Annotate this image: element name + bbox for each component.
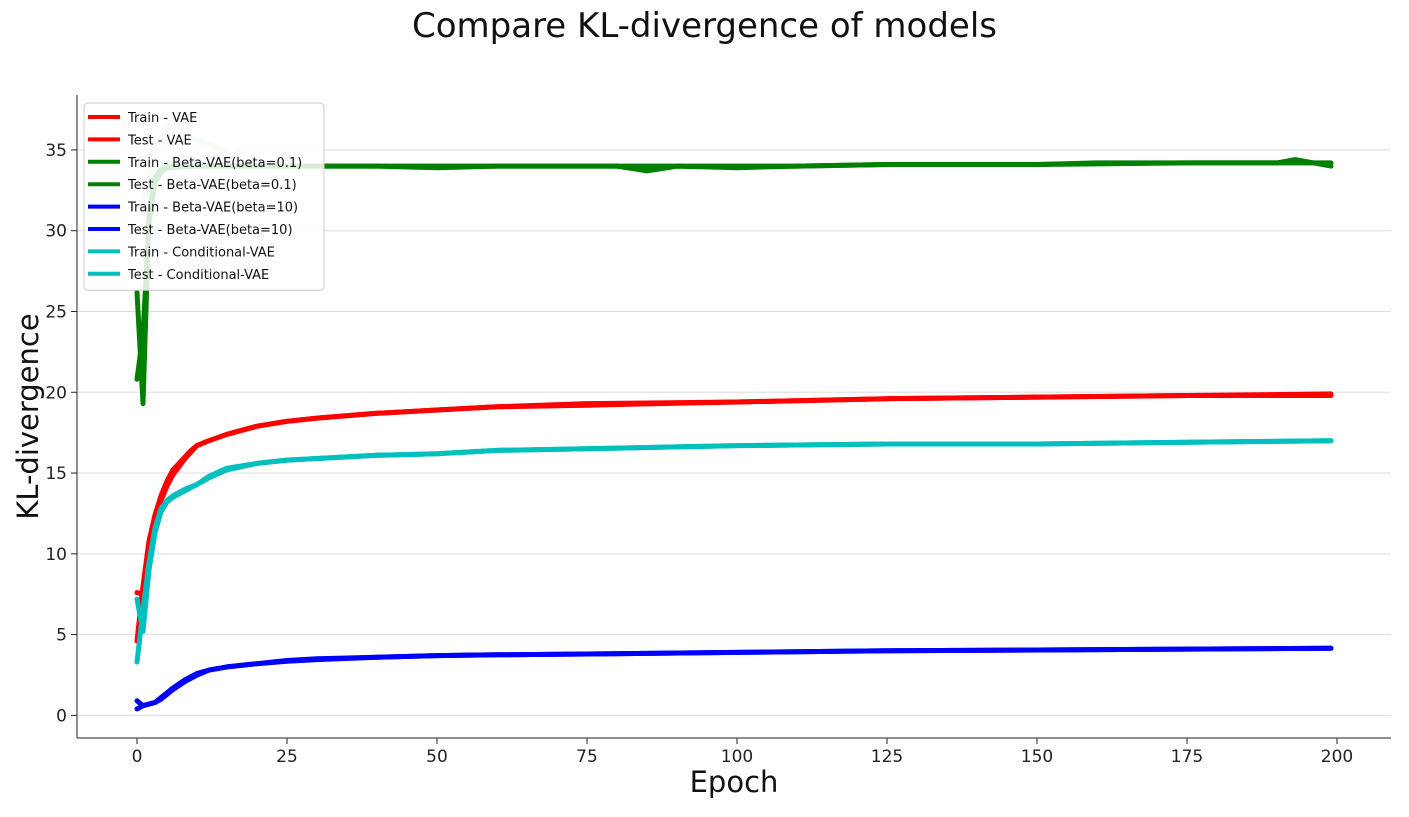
legend-label: Train - Beta-VAE(beta=0.1)	[127, 156, 302, 171]
series-line-5	[134, 645, 1334, 709]
legend-box	[83, 102, 325, 291]
legend-label: Test - Beta-VAE(beta=10)	[127, 223, 293, 238]
legend: Train - VAE Test - VAE Train - Beta-VAE(be…	[83, 102, 325, 291]
chart-title: Compare KL-divergence of models	[411, 6, 998, 46]
legend-label: Train - Conditional-VAE	[127, 245, 275, 260]
y-tick-label: 0	[56, 706, 67, 726]
legend-label: Train - VAE	[127, 111, 197, 126]
series-line-1	[134, 393, 1334, 597]
x-tick-label: 50	[426, 747, 448, 767]
series-line-7	[134, 438, 1334, 634]
x-axis-label: Epoch	[690, 765, 779, 799]
x-tick-label: 175	[1171, 747, 1203, 767]
x-tick-label: 25	[276, 747, 298, 767]
x-tick-label: 150	[1021, 747, 1053, 767]
x-tick-label: 0	[132, 747, 143, 767]
series-line-6	[134, 438, 1334, 665]
x-tick-label: 100	[721, 747, 753, 767]
tick-labels: 0 5 10 15 20 25 30 35 0 25 50 75 100 125 150 175 200	[45, 141, 1353, 767]
y-tick-label: 30	[45, 222, 67, 242]
x-tick-label: 125	[871, 747, 903, 767]
legend-label: Train - Beta-VAE(beta=10)	[127, 201, 298, 216]
y-tick-label: 5	[56, 626, 67, 646]
y-tick-label: 35	[45, 141, 67, 161]
legend-label: Test - VAE	[127, 133, 192, 148]
legend-label: Test - Conditional-VAE	[127, 268, 269, 283]
series-line-0	[134, 391, 1334, 644]
y-tick-label: 25	[45, 302, 67, 322]
y-axis-label: KL-divergence	[11, 313, 45, 519]
y-tick-label: 15	[45, 464, 67, 484]
y-tick-label: 20	[45, 383, 67, 403]
x-tick-label: 75	[576, 747, 598, 767]
y-tick-label: 10	[45, 545, 67, 565]
axes	[76, 95, 1391, 739]
legend-label: Test - Beta-VAE(beta=0.1)	[127, 178, 297, 193]
x-tick-label: 200	[1321, 747, 1353, 767]
